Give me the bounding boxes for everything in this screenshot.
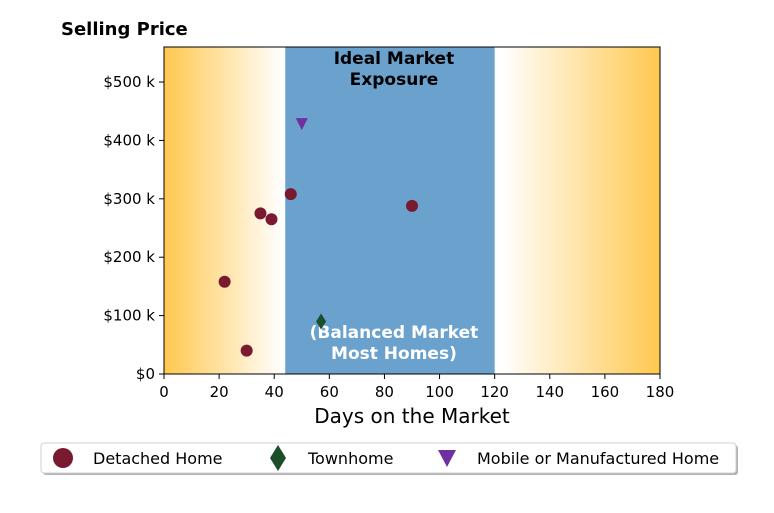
x-tick-label-7: 140: [535, 383, 564, 401]
data-point-0-4: [284, 188, 297, 201]
legend-label-0: Detached Home: [93, 449, 223, 468]
x-tick-label-2: 40: [265, 383, 284, 401]
data-point-0-3: [265, 213, 278, 226]
y-tick-label-4: $400 k: [103, 131, 155, 149]
x-tick-label-9: 180: [646, 383, 675, 401]
x-tick-label-3: 60: [320, 383, 339, 401]
region-label-top-1: Exposure: [350, 70, 439, 90]
x-tick-label-0: 0: [159, 383, 169, 401]
y-tick-label-5: $500 k: [103, 73, 155, 91]
y-tick-label-1: $100 k: [103, 307, 155, 325]
legend-box: [40, 442, 737, 474]
data-point-0-5: [406, 199, 418, 212]
x-tick-label-6: 120: [480, 383, 509, 401]
legend-marker-2: [438, 450, 456, 467]
data-point-2-0: [295, 118, 308, 131]
y-tick-label-2: $200 k: [103, 248, 155, 266]
data-point-0-2: [254, 207, 267, 220]
chart-title: Selling Price: [61, 19, 188, 40]
legend-marker-1: [270, 445, 286, 471]
y-tick-label-3: $300 k: [103, 190, 155, 208]
data-point-0-0: [218, 275, 231, 288]
x-tick-label-1: 20: [210, 383, 229, 401]
region-label-bottom-1: Most Homes): [331, 344, 457, 364]
legend-marker-0: [53, 448, 73, 468]
x-tick-label-8: 160: [591, 383, 620, 401]
plot-frame: [163, 46, 661, 375]
x-tick-label-4: 80: [375, 383, 394, 401]
region-label-bottom-0: (Balanced Market: [310, 323, 479, 343]
x-axis-label: Days on the Market: [314, 404, 510, 428]
legend-label-1: Townhome: [307, 449, 393, 468]
legend: Detached Home Townhome Mobile or Manufactu…: [40, 442, 738, 475]
data-point-1-0: [316, 313, 327, 330]
x-tick-label-5: 100: [425, 383, 454, 401]
legend-label-2: Mobile or Manufactured Home: [477, 449, 719, 468]
data-point-0-1: [240, 344, 253, 357]
y-tick-label-0: $0: [136, 365, 155, 383]
region-label-top-0: Ideal Market: [334, 49, 455, 69]
